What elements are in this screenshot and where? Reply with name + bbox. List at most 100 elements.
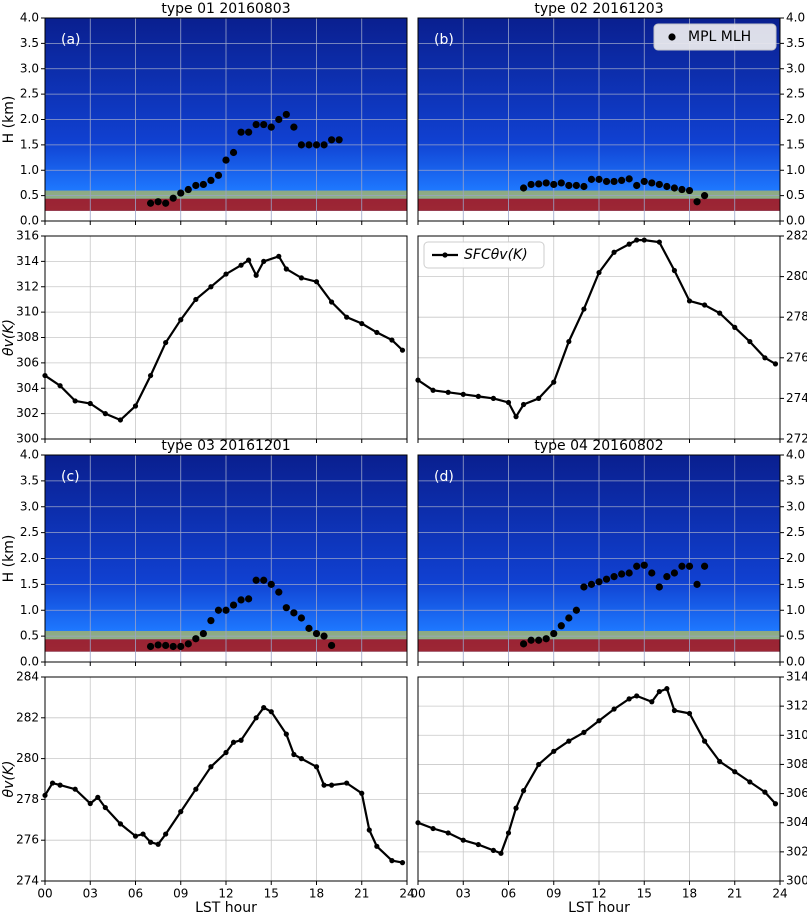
point <box>498 850 504 856</box>
y-tick-label: 2.0 <box>20 112 39 126</box>
mlh-point <box>572 181 580 190</box>
mlh-point <box>214 606 223 614</box>
point <box>261 705 267 711</box>
x-tick-label: 12 <box>218 887 233 901</box>
point <box>490 395 497 401</box>
point <box>57 383 63 389</box>
point <box>49 780 56 786</box>
point <box>246 257 252 263</box>
mlh-point <box>327 136 336 144</box>
point <box>460 837 466 843</box>
mlh-point <box>229 601 238 609</box>
y-tick-label: 312 <box>786 699 807 713</box>
y-tick-label: 272 <box>786 432 807 446</box>
point <box>95 794 101 800</box>
mlh-point <box>162 199 170 207</box>
y-tick-label: 0.0 <box>786 655 805 669</box>
mlh-point <box>222 156 230 164</box>
point <box>193 786 199 792</box>
x-tick-label: 00 <box>37 887 52 901</box>
mlh-point <box>535 180 543 188</box>
x-axis-label: LST hour <box>195 900 257 913</box>
x-tick-label: 24 <box>772 887 787 901</box>
y-tick-label: 310 <box>786 728 807 742</box>
point <box>611 706 617 712</box>
point <box>671 267 678 274</box>
y-axis-label: H (km) <box>1 535 17 583</box>
mlh-point <box>580 182 588 191</box>
point <box>747 338 753 345</box>
mlh-point <box>184 185 192 194</box>
y-tick-label: 2.5 <box>786 87 805 101</box>
y-tick-label: 308 <box>786 757 807 771</box>
point <box>72 398 78 404</box>
mlh-point <box>222 606 230 614</box>
mlh-point <box>162 641 170 650</box>
point <box>140 831 146 837</box>
point <box>445 830 451 836</box>
series-line <box>417 687 777 855</box>
mlh-point <box>550 180 558 189</box>
point <box>475 841 481 848</box>
point <box>344 314 350 320</box>
series-line <box>44 706 403 864</box>
mlh-point <box>519 184 528 192</box>
y-axis-label: H (km) <box>1 96 17 144</box>
point <box>389 858 395 864</box>
y-tick-label: 1.0 <box>786 163 805 177</box>
point <box>399 860 406 866</box>
point <box>505 830 512 836</box>
point <box>374 329 380 336</box>
x-tick-label: 09 <box>173 887 188 901</box>
x-tick-label: 03 <box>456 887 471 901</box>
y-tick-label: 0.0 <box>20 655 39 669</box>
y-tick-label: 3.0 <box>20 61 39 75</box>
point <box>147 839 154 845</box>
y-tick-label: 0.5 <box>786 188 805 202</box>
mlh-point <box>154 641 162 649</box>
point <box>178 809 184 815</box>
panel-label: (b) <box>434 32 454 48</box>
point <box>283 266 289 272</box>
point <box>276 253 282 259</box>
point <box>102 804 108 811</box>
y-tick-label: 2.0 <box>20 551 39 565</box>
point <box>415 377 421 383</box>
y-tick-label: 284 <box>16 670 39 684</box>
y-tick-label: 282 <box>16 710 39 724</box>
point <box>132 403 139 409</box>
point <box>328 299 335 305</box>
y-tick-label: 2.0 <box>786 551 805 565</box>
mlh-point <box>252 120 260 129</box>
point <box>399 347 406 353</box>
x-tick-label: 21 <box>727 887 742 901</box>
mlh-point <box>245 595 253 603</box>
y-tick-label: 300 <box>786 874 807 888</box>
mlh-point <box>146 199 155 207</box>
point <box>42 792 48 798</box>
point <box>686 298 693 304</box>
y-tick-label: 314 <box>786 670 807 684</box>
point <box>253 715 259 721</box>
x-tick-label: 18 <box>309 887 324 901</box>
point <box>634 693 640 699</box>
y-tick-label: 4.0 <box>786 11 805 25</box>
mlh-point <box>297 614 306 622</box>
mlh-point <box>297 141 306 149</box>
point <box>656 239 662 245</box>
y-tick-label: 3.5 <box>20 473 39 487</box>
mlh-point <box>572 606 580 614</box>
y-tick-label: 3.5 <box>20 36 39 50</box>
mlh-point <box>595 175 603 183</box>
y-axis-label: θv(K) <box>1 319 17 356</box>
mlh-point <box>625 175 633 183</box>
y-tick-label: 4.0 <box>20 11 39 25</box>
mlh-point <box>312 141 321 149</box>
y-tick-label: 306 <box>16 355 39 369</box>
point <box>344 780 350 786</box>
point <box>223 271 229 277</box>
y-tick-label: 2.5 <box>786 525 805 539</box>
point <box>772 361 779 367</box>
y-tick-label: 1.5 <box>786 577 805 591</box>
point <box>626 696 632 702</box>
